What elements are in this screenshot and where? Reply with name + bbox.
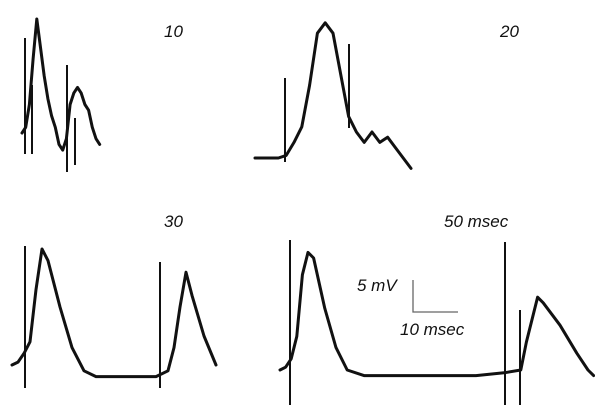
trace-30: [10, 247, 218, 379]
trace-10: [20, 17, 102, 152]
scale-bar-time-label: 10 msec: [400, 320, 465, 339]
panel-label-50-msec: 50 msec: [444, 212, 509, 231]
scale-bar-voltage-label: 5 mV: [357, 276, 397, 295]
trace-50-msec: [278, 250, 595, 378]
panel-label-30: 30: [164, 212, 183, 231]
trace-20: [253, 21, 413, 170]
panel-label-20: 20: [500, 22, 519, 41]
panel-label-10: 10: [164, 22, 183, 41]
scale-bar: [412, 280, 458, 313]
